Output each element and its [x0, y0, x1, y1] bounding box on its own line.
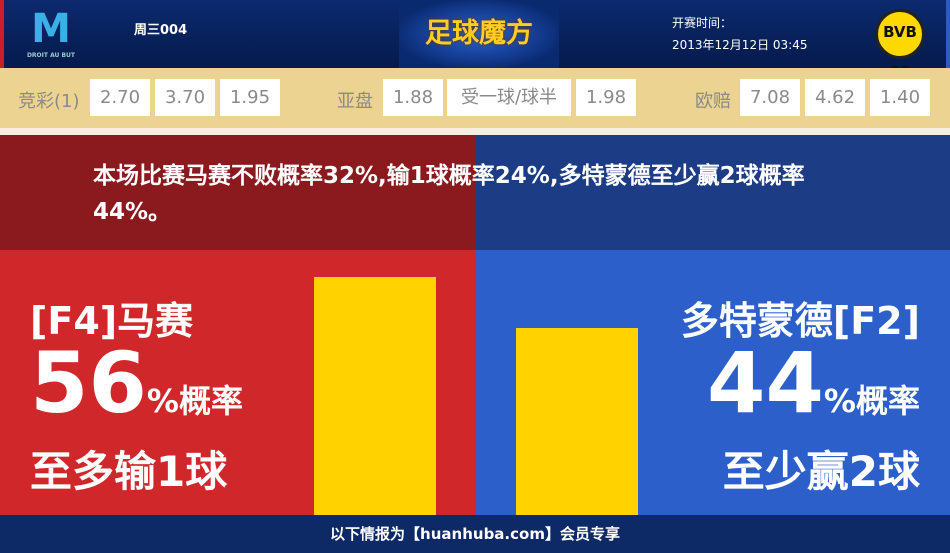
percent-suffix: %概率 — [146, 382, 243, 420]
away-percent: 44 — [707, 334, 824, 432]
jc-odd: 1.95 — [220, 79, 280, 116]
home-percent-line: 56%概率 — [30, 338, 243, 452]
header: M DROIT AU BUT 周三004 足球魔方 开赛时间： 2013年12月1… — [0, 0, 950, 81]
away-percent-line: 44%概率 — [707, 338, 920, 452]
eu-odd: 4.62 — [805, 79, 865, 116]
percent-suffix: %概率 — [823, 382, 920, 420]
eu-label: 欧赔 — [695, 91, 731, 112]
away-probability-bar — [516, 328, 638, 515]
home-outcome: 至多输1球 — [30, 447, 228, 496]
kickoff-time: 2013年12月12日 03:45 — [672, 38, 808, 52]
eu-odd: 1.40 — [870, 79, 930, 116]
marseille-logo: M DROIT AU BUT — [26, 6, 76, 59]
home-probability-bar — [314, 277, 436, 515]
summary-text: 本场比赛马赛不败概率32%,输1球概率24%,多特蒙德至少赢2球概率44%。 — [93, 163, 805, 225]
home-panel: [F4]马赛 56%概率 至多输1球 — [0, 250, 476, 515]
away-team-name: 多特蒙德[F2] — [680, 299, 920, 343]
ah-odd: 1.88 — [383, 79, 443, 116]
kickoff-label: 开赛时间： — [672, 16, 733, 30]
away-panel: 多特蒙德[F2] 44%概率 至少赢2球 — [476, 250, 950, 515]
eu-odd: 7.08 — [740, 79, 800, 116]
jc-odd: 2.70 — [90, 79, 150, 116]
away-outcome: 至少赢2球 — [722, 447, 920, 496]
ah-label: 亚盘 — [337, 91, 373, 112]
ah-odd: 1.98 — [576, 79, 636, 116]
summary-banner-away — [475, 135, 950, 250]
brand-logo: 足球魔方 — [399, 0, 559, 68]
match-number: 周三004 — [134, 23, 188, 38]
odds-bar: 竞彩(1) 2.70 3.70 1.95 亚盘 1.88 受一球/球半 1.98… — [0, 68, 950, 128]
ah-handicap: 受一球/球半 — [447, 79, 571, 116]
member-footer[interactable]: 以下情报为【huanhuba.com】会员专享 — [0, 515, 950, 553]
home-percent: 56 — [30, 334, 147, 432]
divider — [0, 128, 950, 135]
dortmund-logo: BVB 09 — [875, 9, 925, 81]
jc-odd: 3.70 — [155, 79, 215, 116]
summary-banner-home — [0, 135, 475, 250]
home-team-name: [F4]马赛 — [30, 299, 194, 343]
jc-label: 竞彩(1) — [18, 91, 80, 112]
